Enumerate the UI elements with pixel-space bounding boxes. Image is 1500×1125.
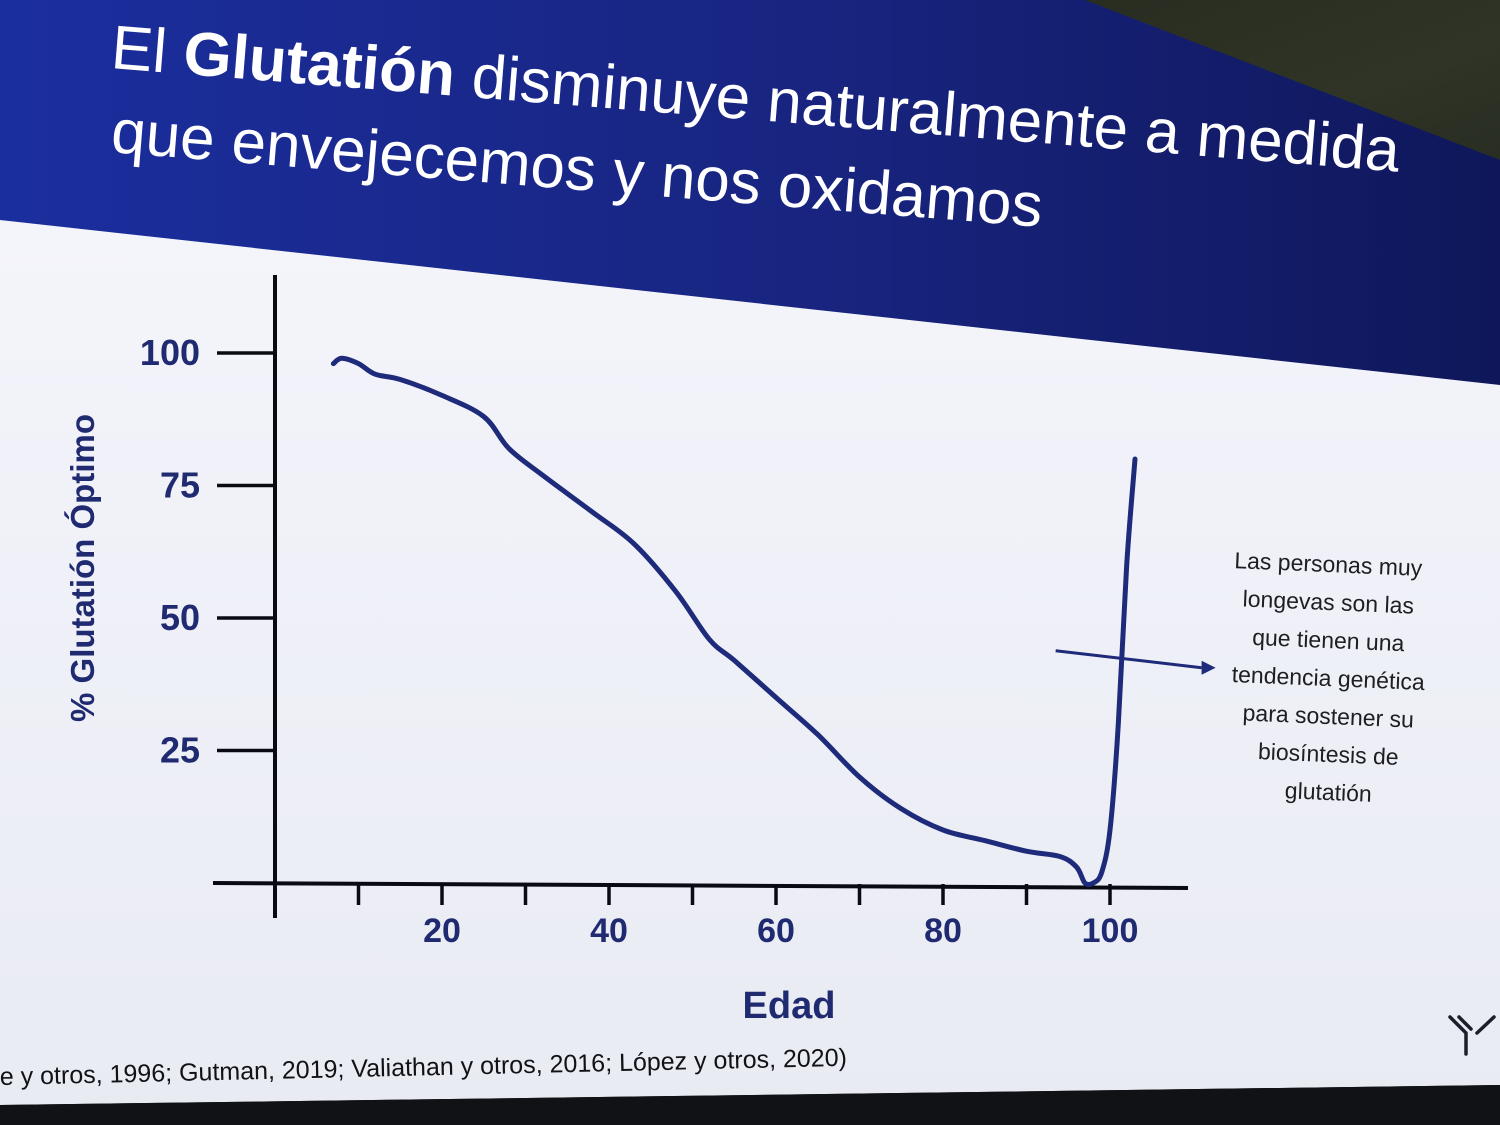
annotation-line: que tienen una [1252,624,1405,656]
y-tick-label: 50 [160,597,200,638]
x-tick-label: 40 [590,912,628,950]
x-tick-label: 100 [1082,912,1139,950]
annotation-arrowhead [1201,660,1216,675]
annotation-arrow [1055,649,1202,670]
y-axis-label: % Glutatión Óptimo [64,414,101,722]
slide-bottom-edge [0,1085,1500,1125]
slide-banner [0,0,1500,400]
y-ticks: 25 50 75 100 [140,332,275,771]
x-tick-label: 20 [423,912,461,950]
x-axis-label: Edad [743,985,836,1027]
glutathione-chart: 25 50 75 100 20 40 60 80 100 % Glutatión Óptimo… [64,275,1216,1027]
x-tick-label: 60 [757,912,795,950]
x-ticks: 20 40 60 80 100 [356,884,1139,950]
y-tick-label: 75 [160,465,200,506]
y-tick-label: 100 [140,332,200,373]
series-line [330,355,1138,888]
x-tick-label: 80 [924,912,962,950]
y-logo-icon [1448,1015,1496,1056]
annotation-line: biosíntesis de [1258,738,1400,770]
y-tick-label: 25 [160,730,200,771]
annotation-line: glutatión [1284,777,1372,807]
